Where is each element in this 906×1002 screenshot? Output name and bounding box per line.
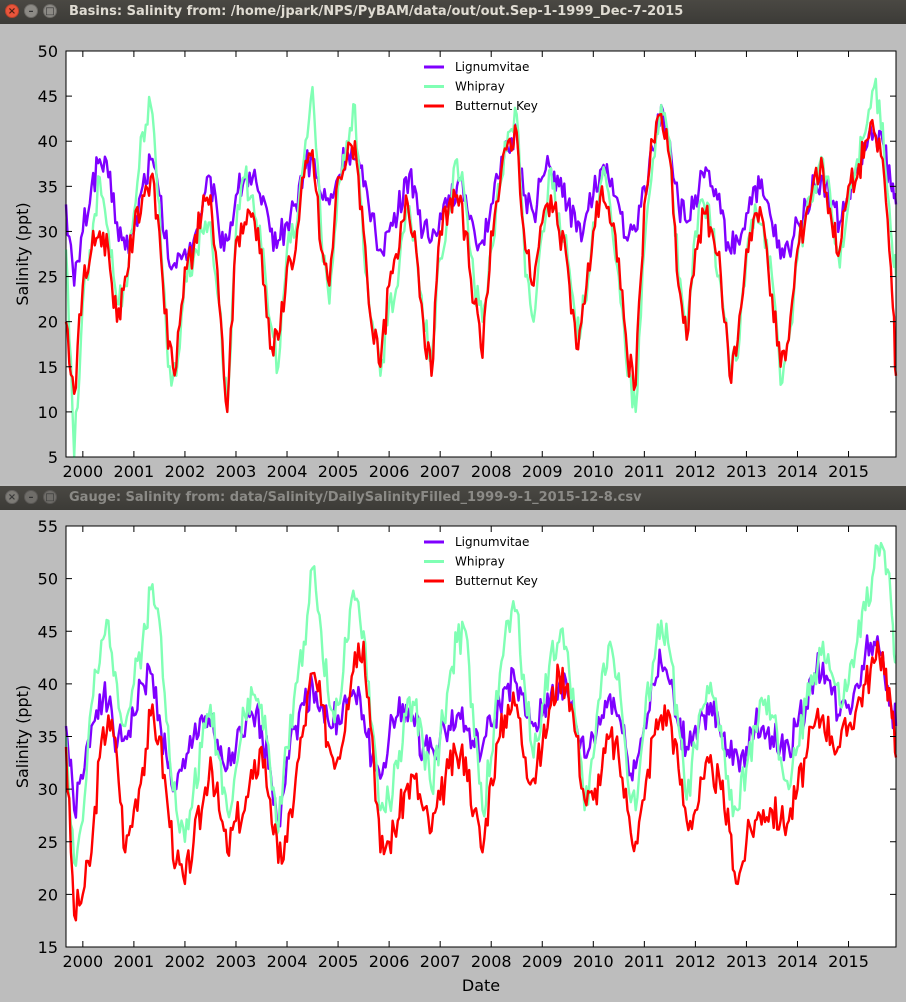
y-axis-label: Salinity (ppt) <box>13 685 32 788</box>
legend-label: Whipray <box>455 80 505 94</box>
close-icon[interactable]: × <box>5 490 19 504</box>
x-tick-label: 2004 <box>267 952 308 971</box>
y-tick-label: 40 <box>38 132 58 151</box>
x-axis-label: Date <box>462 976 500 995</box>
x-tick-label: 2015 <box>828 952 869 971</box>
x-tick-label: 2005 <box>318 462 359 481</box>
x-tick-label: 2010 <box>573 952 614 971</box>
series-line-1 <box>64 103 898 287</box>
y-tick-label: 20 <box>38 313 58 332</box>
x-tick-label: 2006 <box>369 952 410 971</box>
y-tick-label: 15 <box>38 938 58 957</box>
x-tick-label: 2009 <box>522 952 563 971</box>
y-tick-label: 10 <box>38 403 58 422</box>
plot-area <box>66 51 896 457</box>
series-line-1 <box>64 634 898 828</box>
y-tick-label: 50 <box>38 570 58 589</box>
legend-label: Butternut Key <box>455 99 538 113</box>
y-axis-label: Salinity (ppt) <box>13 202 32 305</box>
legend-label: Lignumvitae <box>455 60 529 74</box>
x-tick-label: 2015 <box>828 462 869 481</box>
x-tick-label: 2000 <box>62 462 103 481</box>
y-tick-label: 30 <box>38 222 58 241</box>
series-line-2 <box>64 77 898 459</box>
y-tick-label: 35 <box>38 728 58 747</box>
series-line-3 <box>64 640 898 922</box>
x-tick-label: 2002 <box>165 952 206 971</box>
window-title: Gauge: Salinity from: data/Salinity/Dail… <box>69 490 642 505</box>
gauge-chart: 15 20 25 30 35 40 45 50 55 2000 2001 2002 2003 2004 20… <box>13 517 898 995</box>
legend-label: Whipray <box>455 555 505 569</box>
y-tick-label: 45 <box>38 87 58 106</box>
x-tick-label: 2014 <box>777 952 818 971</box>
x-tick-label: 2011 <box>624 952 665 971</box>
basins-window: × – □ Basins: Salinity from: /home/jpark… <box>0 0 906 484</box>
x-tick-label: 2008 <box>471 462 512 481</box>
maximize-icon[interactable]: □ <box>43 490 57 504</box>
y-tick-label: 30 <box>38 780 58 799</box>
y-tick-label: 20 <box>38 885 58 904</box>
x-tick-label: 2006 <box>369 462 410 481</box>
y-tick-label: 25 <box>38 833 58 852</box>
series-line-2 <box>64 541 897 867</box>
x-tick-label: 2005 <box>318 952 359 971</box>
x-tick-label: 2000 <box>62 952 103 971</box>
x-tick-label: 2011 <box>624 462 665 481</box>
minimize-icon[interactable]: – <box>24 4 38 18</box>
basins-titlebar[interactable]: × – □ Basins: Salinity from: /home/jpark… <box>0 0 906 24</box>
x-tick-label: 2007 <box>420 952 461 971</box>
y-tick-label: 15 <box>38 358 58 377</box>
x-tick-label: 2007 <box>420 462 461 481</box>
y-tick-label: 55 <box>38 517 58 536</box>
y-tick-label: 40 <box>38 675 58 694</box>
x-tick-label: 2014 <box>777 462 818 481</box>
y-tick-label: 25 <box>38 268 58 287</box>
x-tick-label: 2002 <box>165 462 206 481</box>
y-tick-label: 45 <box>38 622 58 641</box>
legend-label: Butternut Key <box>455 574 538 588</box>
y-tick-label: 50 <box>38 42 58 61</box>
x-tick-label: 2004 <box>267 462 308 481</box>
x-tick-label: 2003 <box>216 462 257 481</box>
x-tick-label: 2003 <box>216 952 257 971</box>
x-tick-label: 2012 <box>675 952 716 971</box>
x-tick-label: 2013 <box>726 462 767 481</box>
x-tick-label: 2013 <box>726 952 767 971</box>
x-tick-label: 2001 <box>114 952 155 971</box>
legend-label: Lignumvitae <box>455 535 529 549</box>
x-tick-label: 2009 <box>522 462 563 481</box>
maximize-icon[interactable]: □ <box>43 4 57 18</box>
x-tick-label: 2008 <box>471 952 512 971</box>
plot-frame <box>65 50 897 458</box>
minimize-icon[interactable]: – <box>24 490 38 504</box>
close-icon[interactable]: × <box>5 4 19 18</box>
x-tick-label: 2012 <box>675 462 716 481</box>
y-tick-label: 35 <box>38 177 58 196</box>
y-tick-label: 5 <box>48 448 58 467</box>
gauge-titlebar[interactable]: × – □ Gauge: Salinity from: data/Salinit… <box>0 486 906 510</box>
window-title: Basins: Salinity from: /home/jpark/NPS/P… <box>69 4 684 19</box>
basins-chart: 5 10 15 20 25 30 35 40 45 50 2000 2001 2002 2003 2004 2… <box>13 42 898 481</box>
x-tick-label: 2001 <box>114 462 155 481</box>
x-tick-label: 2010 <box>573 462 614 481</box>
gauge-window: × – □ Gauge: Salinity from: data/Salinit… <box>0 486 906 1002</box>
series-line-3 <box>64 113 898 414</box>
